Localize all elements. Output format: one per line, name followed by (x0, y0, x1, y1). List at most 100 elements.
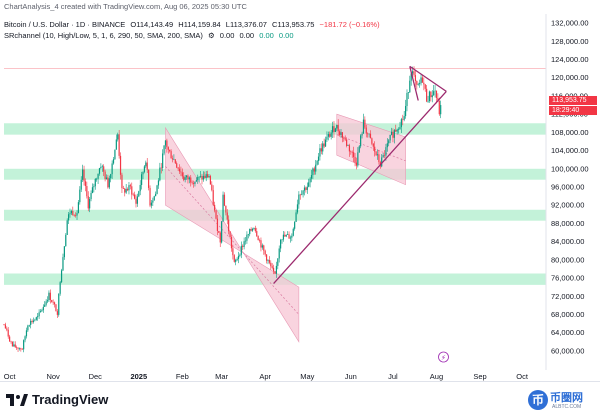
tradingview-logo[interactable]: TradingView (6, 392, 108, 407)
candle-body (75, 215, 77, 216)
candle-body (389, 134, 391, 141)
last-price-tag: 113,953.75 (549, 96, 597, 106)
candle-body (430, 91, 432, 98)
price-tick-label: 68,000.00 (551, 310, 584, 319)
time-tick-label: May (300, 372, 314, 381)
candle-body (150, 202, 153, 206)
candle-body (108, 178, 110, 188)
candle-body (235, 260, 237, 262)
candle-body (51, 299, 53, 303)
candle-body (77, 202, 80, 213)
candle-body (230, 237, 233, 249)
candle-body (232, 248, 234, 256)
candle-body (91, 187, 94, 194)
candle-body (346, 139, 348, 146)
candle-body (199, 175, 202, 177)
symbol-legend[interactable]: Bitcoin / U.S. Dollar · 1D · BINANCE O11… (4, 20, 380, 29)
high-value: H114,159.84 (178, 20, 221, 29)
time-tick-label: Jun (345, 372, 357, 381)
candle-body (100, 166, 102, 169)
candle-body (112, 159, 115, 164)
candle-body (296, 204, 299, 213)
candle-body (39, 311, 42, 313)
candle-body (278, 248, 280, 259)
candle-body (364, 119, 366, 128)
candle-body (371, 138, 373, 144)
candle-body (129, 185, 131, 187)
candle-body (253, 228, 255, 229)
candle-body (236, 258, 238, 261)
candle-body (265, 254, 268, 261)
candle-body (27, 325, 29, 331)
candle-body (160, 167, 162, 169)
time-tick-label: Oct (4, 372, 17, 381)
support-zone-3 (4, 209, 546, 221)
candle-body (237, 255, 240, 259)
candle-body (143, 166, 146, 172)
candle-body (365, 127, 367, 134)
candle-body (226, 212, 228, 220)
price-tick-label: 96,000.00 (551, 183, 584, 192)
candle-body (358, 146, 360, 153)
candle-body (156, 185, 158, 194)
indicator-value-2: 0.00 (239, 31, 255, 40)
candle-body (250, 229, 252, 231)
candle-body (409, 80, 411, 93)
candle-body (367, 133, 369, 135)
candle-body (324, 139, 327, 147)
candle-body (3, 324, 5, 325)
candle-body (331, 126, 334, 133)
price-tick-label: 116,000.00 (551, 91, 588, 100)
time-tick-label: 2025 (130, 372, 147, 381)
candle-body (251, 228, 254, 231)
candle-body (155, 193, 157, 197)
candle-body (275, 265, 278, 274)
candle-body (214, 204, 216, 211)
candle-body (433, 91, 435, 96)
candle-body (322, 143, 324, 152)
candle-body (261, 245, 263, 248)
candle-body (121, 174, 123, 189)
time-tick-label: Jul (388, 372, 398, 381)
candle-body (416, 80, 418, 85)
candle-body (330, 132, 332, 137)
price-tick-label: 84,000.00 (551, 237, 584, 246)
candle-body (32, 320, 35, 322)
candle-body (423, 82, 425, 85)
chart-caption: ChartAnalysis_4 created with TradingView… (4, 2, 247, 11)
price-tick-label: 132,000.00 (551, 19, 589, 28)
candle-body (11, 341, 14, 347)
time-tick-label: Sep (473, 372, 486, 381)
candle-body (52, 302, 54, 303)
candle-body (195, 180, 197, 182)
candle-body (20, 348, 22, 350)
indicator-legend[interactable]: SRchannel (10, High/Low, 5, 1, 6, 290, 5… (4, 31, 294, 40)
candle-body (118, 134, 120, 156)
candle-body (412, 71, 414, 74)
candle-body (284, 234, 286, 237)
candle-body (212, 190, 214, 205)
watermark-url: ALBTC.COM (552, 404, 582, 410)
candle-body (30, 320, 32, 325)
candle-body (90, 193, 92, 200)
trend-lines (273, 65, 447, 284)
candle-body (347, 145, 349, 146)
candle-body (111, 163, 113, 175)
candle-body (153, 196, 155, 201)
candle-body (84, 181, 87, 187)
candle-body (249, 229, 251, 235)
candle-body (87, 196, 89, 209)
candle-body (271, 266, 273, 268)
candle-body (221, 221, 223, 243)
candle-body (58, 293, 60, 315)
candle-body (301, 194, 303, 196)
candle-body (295, 212, 297, 223)
candle-body (38, 312, 40, 317)
candle-body (63, 246, 65, 258)
candle-body (350, 151, 352, 153)
watermark-logo-icon: 币 (528, 390, 548, 410)
candle-body (76, 212, 78, 216)
candle-body (225, 205, 227, 213)
settings-icon[interactable]: ⚙ (207, 31, 215, 40)
